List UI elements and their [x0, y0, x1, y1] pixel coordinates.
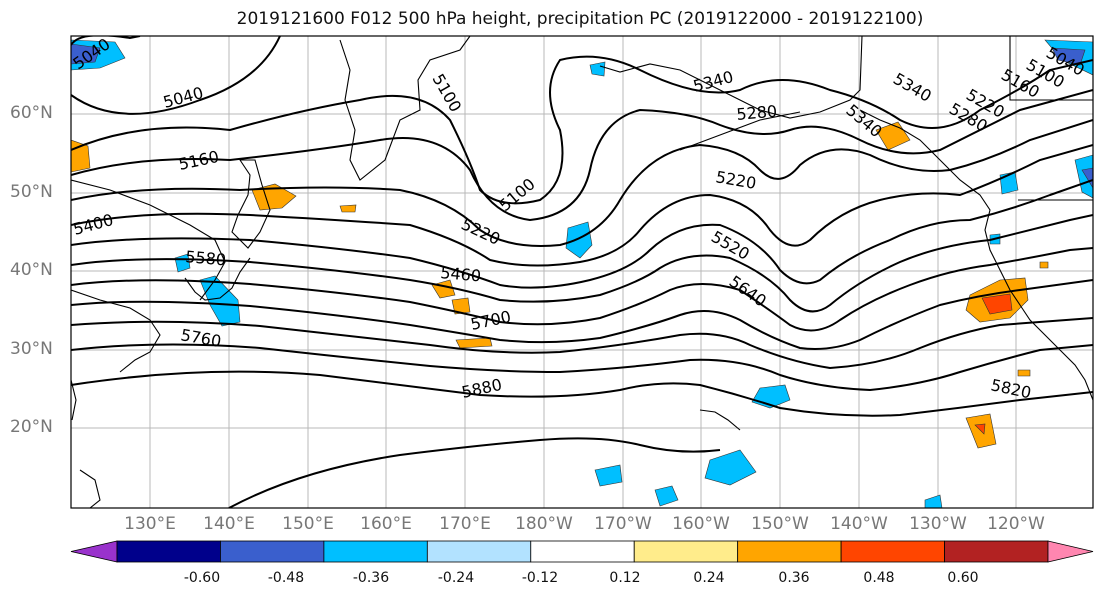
lon-label: 130°E	[124, 514, 176, 534]
colorbar-tick-label: -0.60	[183, 570, 221, 586]
contour-label: 5460	[440, 263, 482, 285]
lon-label: 160°W	[672, 514, 730, 534]
colorbar-swatch	[633, 540, 739, 563]
map-title: 2019121600 F012 500 hPa height, precipit…	[236, 9, 924, 29]
colorbar-swatch	[944, 540, 1049, 563]
colorbar-tick-label: 0.48	[863, 570, 895, 586]
colorbar-tick-label: -0.48	[267, 570, 305, 586]
colorbar-extend-high	[1047, 540, 1094, 563]
lon-label: 150°W	[751, 514, 809, 534]
colorbar-swatch	[840, 540, 945, 563]
colorbar-tick-label: 0.60	[947, 570, 979, 586]
colorbar-tick-label: 0.24	[693, 570, 725, 586]
contour-label: 5580	[185, 247, 227, 269]
lon-label: 170°W	[594, 514, 652, 534]
colorbar-swatch	[530, 540, 635, 563]
colorbar-tick-label: 0.36	[778, 570, 810, 586]
lon-label: 180°W	[515, 514, 573, 534]
coastlines	[71, 36, 1093, 508]
lat-label: 60°N	[10, 103, 53, 123]
colorbar-extend-low	[70, 540, 118, 563]
lon-label: 170°E	[439, 514, 491, 534]
lat-label: 50°N	[10, 182, 53, 202]
lon-label: 120°W	[987, 514, 1045, 534]
colorbar-tick-label: -0.24	[437, 570, 475, 586]
lat-label: 40°N	[10, 260, 53, 280]
contour-label: 5280	[736, 102, 778, 124]
precip-negative-patches	[71, 39, 1093, 508]
colorbar	[70, 540, 1094, 563]
lon-label: 150°E	[282, 514, 334, 534]
colorbar-tick-label: 0.12	[609, 570, 641, 586]
colorbar-tick-label: -0.36	[352, 570, 390, 586]
colorbar-tick-label: -0.12	[521, 570, 559, 586]
plot-frame	[70, 35, 1094, 509]
colorbar-swatch	[426, 540, 532, 563]
lon-label: 160°E	[360, 514, 412, 534]
colorbar-swatch	[116, 540, 221, 563]
plot-area	[71, 36, 1093, 508]
lat-label: 30°N	[10, 339, 53, 359]
lon-label: 130°W	[909, 514, 967, 534]
colorbar-swatch	[737, 540, 842, 563]
lon-label: 140°W	[830, 514, 888, 534]
colorbar-swatch	[323, 540, 428, 563]
colorbar-swatch	[220, 540, 325, 563]
lon-label: 140°E	[203, 514, 255, 534]
lat-label: 20°N	[10, 417, 53, 437]
height-contours	[71, 36, 1093, 508]
